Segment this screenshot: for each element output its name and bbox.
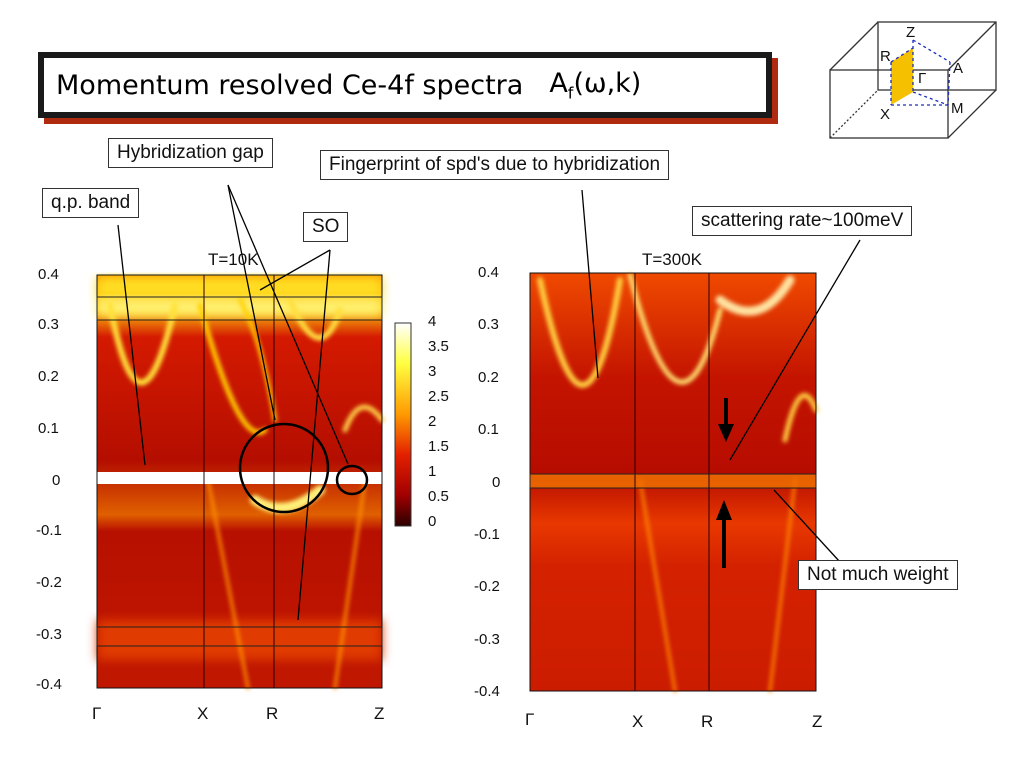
left-klabel-gamma: Γ (92, 704, 102, 723)
left-ytick: -0.3 (36, 626, 62, 643)
callout-qp-band: q.p. band (42, 188, 140, 218)
bz-label-z: Z (906, 24, 916, 41)
callout-so: SO (303, 212, 349, 242)
right-heatmap (529, 272, 819, 693)
right-ytick: -0.3 (474, 631, 500, 648)
bz-label-m: M (951, 100, 964, 117)
right-temperature: T=300K (642, 250, 703, 269)
colorbar-tick: 3.5 (428, 338, 449, 355)
left-ytick: -0.4 (36, 676, 62, 693)
right-klabel-x: X (632, 712, 644, 731)
title-formula: Af(ω,k) (549, 68, 641, 102)
colorbar-tick: 0 (428, 513, 437, 530)
right-ytick: -0.2 (474, 578, 500, 595)
right-ytick: -0.1 (474, 526, 500, 543)
left-klabel-r: R (266, 704, 279, 723)
colorbar-tick: 2.5 (428, 388, 449, 405)
left-ytick: 0.3 (38, 316, 59, 333)
thick-arrows (716, 398, 734, 568)
formula-subscript: f (567, 83, 574, 103)
left-so-band (97, 298, 382, 316)
callout-hybridization-gap: Hybridization gap (108, 138, 273, 168)
right-fermi-band (530, 474, 816, 488)
left-heatmap (96, 274, 385, 690)
colorbar-tick: 1.5 (428, 438, 449, 455)
right-ytick: 0.2 (478, 369, 499, 386)
hybridization-gap-circle (238, 422, 330, 514)
left-temperature: T=10K (208, 250, 259, 269)
left-ytick: 0.1 (38, 420, 59, 437)
colorbar-tick: 0.5 (428, 488, 449, 505)
left-klabel-z: Z (374, 704, 385, 723)
bz-label-a: A (953, 60, 964, 77)
left-ytick: -0.2 (36, 574, 62, 591)
right-ytick: -0.4 (474, 683, 500, 700)
colorbar-tick: 2 (428, 413, 437, 430)
left-ytick: 0.4 (38, 266, 59, 283)
left-ytick: 0 (52, 472, 61, 489)
right-ytick: 0 (492, 474, 501, 491)
callout-not-much-weight: Not much weight (798, 560, 958, 590)
right-klabel-r: R (701, 712, 714, 731)
bz-label-x: X (880, 106, 891, 123)
right-klabel-gamma: Γ (525, 710, 535, 729)
so-circle (335, 464, 369, 496)
slide-title: Momentum resolved Ce-4f spectra (56, 69, 524, 101)
colorbar-tick: 1 (428, 463, 437, 480)
right-ytick: 0.4 (478, 264, 499, 281)
right-ytick: 0.1 (478, 421, 499, 438)
left-ytick: -0.1 (36, 522, 62, 539)
right-klabel-z: Z (812, 712, 823, 731)
formula-args: (ω,k) (573, 67, 642, 99)
bz-label-r: R (880, 48, 891, 65)
right-ytick: 0.3 (478, 316, 499, 333)
colorbar-tick: 4 (428, 313, 437, 330)
callout-scattering-rate: scattering rate~100meV (692, 206, 913, 236)
left-top-band (97, 277, 382, 299)
bz-label-gamma: Γ (918, 70, 927, 87)
formula-base: A (549, 67, 568, 99)
colorbar-tick: 3 (428, 363, 437, 380)
title-inner: Momentum resolved Ce-4f spectra Af(ω,k) (44, 58, 766, 112)
left-klabel-x: X (197, 704, 209, 723)
right-bands (537, 272, 819, 693)
annotation-lines (117, 184, 861, 621)
brillouin-zone-inset (829, 21, 997, 139)
colorbar (394, 322, 412, 527)
title-box: Momentum resolved Ce-4f spectra Af(ω,k) (38, 52, 772, 118)
left-ytick: 0.2 (38, 368, 59, 385)
callout-fingerprint: Fingerprint of spd's due to hybridizatio… (320, 150, 670, 180)
